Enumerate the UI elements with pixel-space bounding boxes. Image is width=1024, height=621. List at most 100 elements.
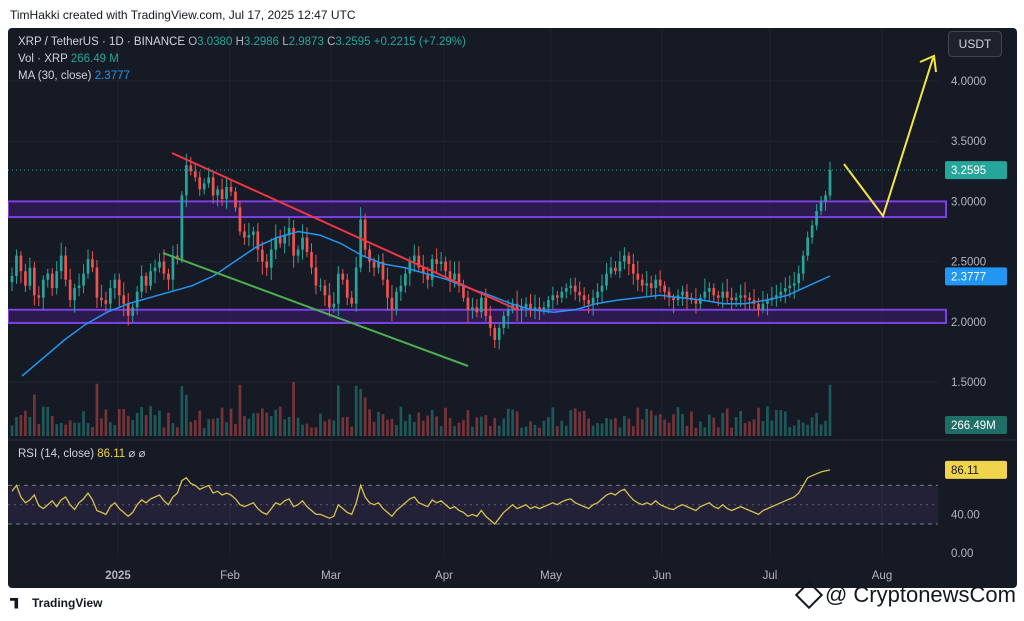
open-label: O	[188, 36, 198, 48]
y-tick-label: 3.5000	[951, 136, 986, 148]
candle-body	[122, 295, 126, 304]
volume-bar	[167, 412, 170, 436]
volume-bar	[779, 410, 783, 436]
candle-body	[189, 165, 193, 172]
candle-body	[198, 177, 202, 190]
volume-bar	[475, 417, 479, 436]
volume-bar	[95, 383, 99, 436]
candle-body	[783, 288, 787, 292]
volume-bar	[640, 419, 644, 436]
volume-bar	[260, 408, 264, 436]
volume-bar	[153, 415, 157, 436]
candle-body	[591, 297, 595, 304]
open-value: 3.0380	[197, 36, 233, 48]
rsi-legend: RSI (14, close) 86.11 ⌀ ⌀	[18, 446, 145, 460]
candle-body	[381, 261, 385, 280]
candle-body	[475, 307, 479, 313]
watermark-text: @ CryptonewsCom	[824, 582, 1016, 607]
rsi-value-tag-bg	[945, 460, 1007, 479]
attribution-bar: TimHakki created with TradingView.com, J…	[0, 0, 1024, 28]
volume-bar	[305, 423, 309, 436]
volume-bar	[591, 425, 595, 436]
volume-bar	[140, 406, 143, 436]
volume-bar	[421, 420, 425, 436]
candle-body	[207, 177, 211, 184]
candle-body	[444, 261, 447, 272]
volume-bar	[582, 410, 586, 436]
candle-body	[555, 295, 559, 298]
eye-off-icon[interactable]: ⌀	[138, 448, 146, 460]
last-price-tag-bg	[945, 161, 1007, 180]
volume-bar	[578, 411, 582, 436]
rsi-y-tick-label: 40.00	[951, 509, 980, 521]
volume-bar	[757, 407, 760, 436]
volume-bar	[819, 424, 823, 436]
candle-body	[618, 261, 622, 272]
volume-bar	[354, 385, 358, 436]
volume-bar	[135, 412, 139, 436]
volume-bar	[533, 424, 537, 436]
volume-bar	[412, 421, 416, 436]
x-tick-label: Mar	[321, 570, 341, 582]
projection-arrowhead	[919, 54, 937, 73]
volume-bar	[681, 414, 684, 436]
candle-body	[229, 186, 233, 192]
projection-arrow	[843, 57, 934, 219]
volume-bar	[775, 410, 778, 436]
y-tick-label: 2.5000	[951, 257, 986, 269]
volume-bar	[444, 407, 447, 436]
volume-bar	[41, 406, 45, 436]
candle-body	[238, 207, 242, 232]
candle-body	[377, 261, 380, 268]
volume-bar	[247, 418, 251, 436]
volume-bar	[15, 416, 18, 436]
candle-body	[117, 279, 121, 296]
attribution-text: TimHakki created with TradingView.com, J…	[10, 8, 356, 22]
candle-body	[292, 227, 295, 256]
x-tick-label: Feb	[220, 570, 240, 582]
candle-body	[73, 288, 76, 301]
volume-label[interactable]: Vol · XRP	[18, 53, 68, 65]
candle-body	[538, 307, 541, 310]
candle-body	[296, 249, 300, 256]
candle-body	[28, 267, 32, 286]
volume-bar	[86, 423, 90, 436]
candle-body	[390, 297, 394, 310]
candle-body	[265, 261, 269, 268]
volume-bar	[493, 417, 497, 436]
volume-bar	[631, 426, 635, 436]
currency-button[interactable]: USDT	[948, 31, 1002, 57]
price-chart[interactable]: 1.5000 2.0000 2.5000 3.0000 3.5000 4.0000 2025…	[8, 28, 1017, 588]
candle-body	[46, 273, 50, 280]
candle-body	[287, 227, 291, 236]
candle-body	[766, 300, 769, 304]
tradingview-logo-icon	[10, 597, 19, 609]
candle-body	[252, 231, 255, 236]
candle-body	[435, 259, 438, 265]
candle-body	[395, 291, 398, 310]
volume-bar	[649, 410, 653, 436]
volume-bar	[234, 423, 237, 436]
eye-off-icon[interactable]: ⌀	[128, 448, 136, 460]
x-tick-label: May	[540, 570, 562, 582]
volume-bar	[448, 418, 452, 436]
ma-label[interactable]: MA (30, close)	[18, 70, 92, 82]
candle-body	[368, 249, 371, 262]
candle-body	[810, 225, 814, 238]
volume-bar	[359, 389, 362, 436]
chart-frame[interactable]: 1.5000 2.0000 2.5000 3.0000 3.5000 4.0000 2025…	[8, 28, 1017, 588]
candle-body	[573, 285, 577, 292]
volume-bar	[399, 406, 403, 436]
candle-body	[734, 297, 738, 301]
candle-body	[685, 291, 689, 298]
symbol-name[interactable]: XRP / TetherUS · 1D · BINANCE	[18, 36, 186, 48]
volume-bar	[560, 420, 564, 436]
support-trendline	[162, 252, 469, 367]
candle-body	[672, 297, 675, 301]
volume-bar	[310, 427, 313, 436]
y-tick-label: 1.5000	[951, 377, 986, 389]
rsi-label[interactable]: RSI (14, close)	[18, 448, 95, 460]
volume-bar	[50, 415, 54, 436]
volume-tag: 266.49M	[951, 420, 996, 432]
volume-bar	[292, 382, 295, 436]
